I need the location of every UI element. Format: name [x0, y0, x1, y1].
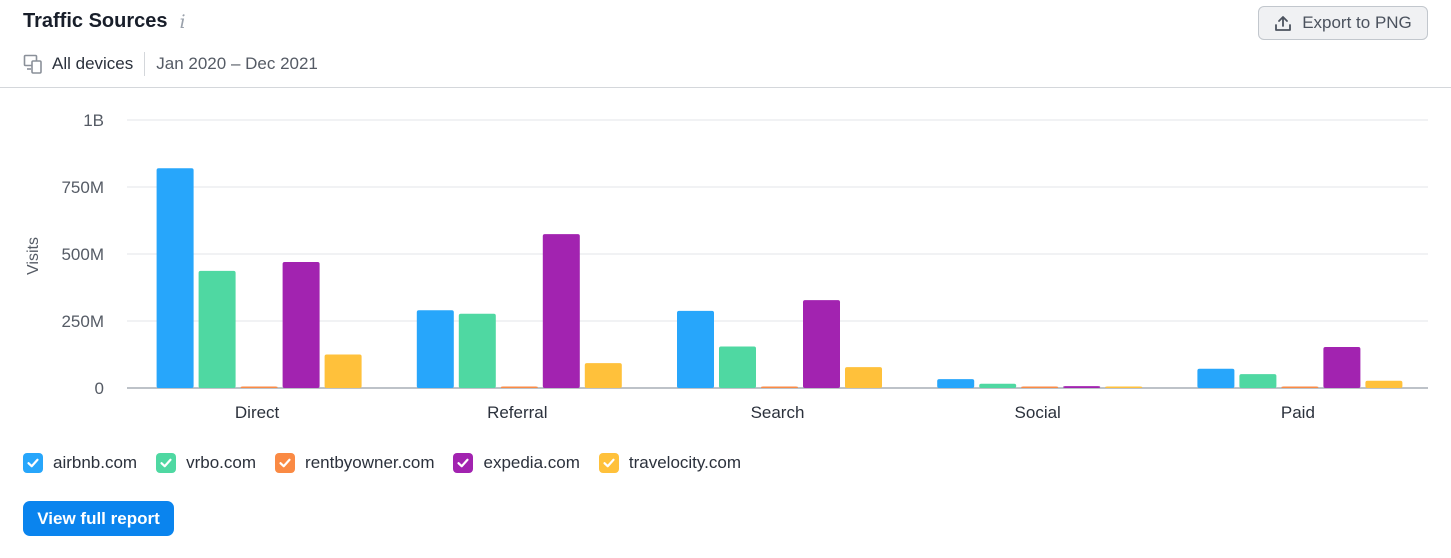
- legend-item[interactable]: expedia.com: [453, 453, 580, 473]
- bar: [198, 270, 236, 388]
- bar: [1063, 386, 1101, 388]
- bar: [156, 168, 194, 388]
- checkbox-icon[interactable]: [275, 453, 296, 473]
- filter-divider: [144, 52, 146, 76]
- y-axis-label: Visits: [25, 237, 42, 275]
- date-range: Jan 2020 – Dec 2021: [156, 54, 318, 73]
- y-tick-label: 1B: [83, 111, 104, 130]
- y-tick-label: 500M: [61, 245, 104, 264]
- legend-label: airbnb.com: [53, 453, 138, 472]
- bar: [845, 367, 882, 388]
- bar: [1239, 374, 1277, 388]
- checkbox-icon[interactable]: [156, 453, 177, 473]
- legend-label: travelocity.com: [628, 453, 741, 472]
- device-filter[interactable]: All devices: [52, 54, 134, 73]
- page-title: Traffic Sources i: [23, 10, 186, 33]
- bar: [677, 310, 714, 388]
- bar: [500, 386, 538, 388]
- legend-item[interactable]: travelocity.com: [598, 453, 741, 473]
- export-to-png-button[interactable]: Export to PNG: [1258, 6, 1428, 40]
- y-tick-label: 250M: [61, 312, 104, 331]
- bar: [240, 386, 278, 388]
- bar: [1281, 386, 1319, 388]
- y-tick-label: 0: [95, 379, 104, 398]
- x-tick-label: Paid: [1281, 403, 1315, 422]
- legend-item[interactable]: rentbyowner.com: [275, 453, 434, 473]
- filter-bar: All devices Jan 2020 – Dec 2021: [23, 50, 318, 78]
- bar: [803, 300, 840, 388]
- checkbox-icon[interactable]: [598, 453, 619, 473]
- legend-item[interactable]: vrbo.com: [156, 453, 256, 473]
- legend-item[interactable]: airbnb.com: [23, 453, 137, 473]
- traffic-sources-chart: 0 250M 500M 750M 1B Visits Direct Referral Searc…: [25, 111, 1428, 422]
- export-button-label: Export to PNG: [1302, 13, 1412, 32]
- bar: [542, 234, 580, 388]
- bar: [1365, 380, 1403, 388]
- bar: [979, 383, 1017, 388]
- bar: [937, 379, 975, 388]
- bar: [1323, 346, 1361, 388]
- bar: [584, 363, 622, 388]
- checkbox-icon[interactable]: [23, 453, 43, 473]
- bar: [458, 313, 496, 388]
- bar: [761, 386, 798, 388]
- x-tick-label: Referral: [487, 403, 547, 422]
- y-tick-label: 750M: [61, 178, 104, 197]
- view-full-report-button[interactable]: View full report: [23, 501, 174, 536]
- bar: [1197, 368, 1235, 388]
- info-icon[interactable]: i: [179, 10, 186, 33]
- bar: [416, 310, 454, 388]
- bar: [282, 262, 320, 388]
- bar: [1021, 386, 1059, 388]
- x-tick-label: Direct: [235, 403, 280, 422]
- upload-icon: [1275, 16, 1292, 31]
- page-title-text: Traffic Sources: [23, 10, 168, 32]
- devices-icon: [23, 54, 43, 74]
- x-tick-label: Social: [1015, 403, 1061, 422]
- x-tick-label: Search: [751, 403, 805, 422]
- checkbox-icon[interactable]: [453, 453, 474, 473]
- header-divider: [0, 87, 1451, 88]
- bar: [324, 354, 362, 388]
- legend-label: vrbo.com: [186, 453, 257, 472]
- chart-legend: airbnb.com vrbo.com rentbyowner.com expedia…: [23, 450, 760, 476]
- legend-label: rentbyowner.com: [305, 453, 435, 472]
- legend-label: expedia.com: [483, 453, 580, 472]
- bar: [719, 346, 756, 388]
- bar: [1105, 386, 1143, 388]
